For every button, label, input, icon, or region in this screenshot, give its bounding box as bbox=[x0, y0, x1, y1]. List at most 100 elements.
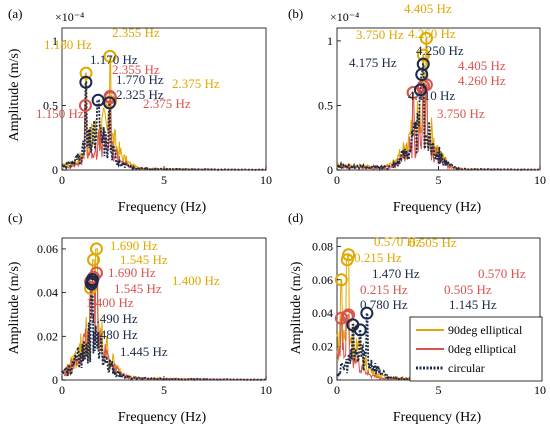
y-tick-label: 0.5 bbox=[318, 98, 333, 112]
panel-label: (b) bbox=[288, 6, 303, 21]
peak-marker-navy bbox=[360, 306, 374, 320]
peak-annotation: 2.355 Hz bbox=[112, 25, 160, 40]
series-line-navy bbox=[336, 63, 541, 172]
peak-marker-navy bbox=[91, 93, 105, 107]
y-tick-label: 0.08 bbox=[312, 239, 333, 253]
x-tick-label: 10 bbox=[534, 383, 546, 397]
peak-annotation: 1.690 Hz bbox=[108, 265, 156, 280]
series-line-navy bbox=[61, 278, 266, 381]
panel-a: (a) ×10⁻⁴ Amplitude (m/s) Frequency (Hz)… bbox=[7, 6, 272, 215]
peak-marker-orange bbox=[416, 48, 430, 62]
peak-annotation: 2.375 Hz bbox=[172, 76, 220, 91]
peak-annotation: 4.260 Hz bbox=[408, 26, 456, 41]
y-tick-label: 0.02 bbox=[312, 340, 333, 354]
peak-marker-red bbox=[103, 91, 117, 105]
peak-annotation: 1.545 Hz bbox=[114, 281, 162, 296]
x-tick-label: 10 bbox=[260, 383, 272, 397]
peak-annotation: 1.180 Hz bbox=[44, 37, 92, 52]
y-tick-label: 0.5 bbox=[43, 98, 58, 112]
series-line-orange bbox=[61, 55, 267, 171]
y-tick-label: 0 bbox=[327, 163, 333, 177]
legend-entry: 90deg elliptical bbox=[448, 323, 523, 337]
y-tick-label: 0.04 bbox=[37, 286, 58, 300]
peak-annotation: 2.325 Hz bbox=[116, 87, 164, 102]
peak-marker-navy bbox=[415, 67, 429, 81]
y-tick-label: 0 bbox=[52, 163, 58, 177]
peak-annotation: 1.400 Hz bbox=[172, 273, 220, 288]
peak-annotation: 0.505 Hz bbox=[444, 282, 492, 297]
peak-marker-navy bbox=[353, 323, 367, 337]
peak-marker-red bbox=[334, 311, 348, 325]
peak-annotation: 4.250 Hz bbox=[416, 43, 464, 58]
peak-marker-red bbox=[78, 98, 92, 112]
y-axis-label: Amplitude (m/s) bbox=[7, 261, 22, 354]
peak-annotation: 4.260 Hz bbox=[458, 73, 506, 88]
peak-marker-orange bbox=[87, 253, 101, 267]
y-tick-label: 1 bbox=[52, 34, 58, 48]
peak-annotation: 0.215 Hz bbox=[354, 250, 402, 265]
x-tick-label: 0 bbox=[59, 383, 65, 397]
x-tick-label: 0 bbox=[334, 173, 340, 187]
peak-marker-orange bbox=[79, 66, 93, 80]
x-axis-label: Frequency (Hz) bbox=[118, 410, 207, 425]
y-tick-label: 1 bbox=[327, 34, 333, 48]
peak-marker-orange bbox=[419, 31, 433, 45]
series-line-navy bbox=[61, 81, 266, 172]
peak-marker-orange bbox=[334, 273, 348, 287]
y-tick-label: 0.02 bbox=[37, 329, 58, 343]
y-exponent: ×10⁻⁴ bbox=[55, 10, 84, 24]
peak-marker-navy bbox=[79, 75, 93, 89]
peak-annotation: 3.750 Hz bbox=[356, 27, 404, 42]
panel-label: (a) bbox=[8, 6, 22, 21]
peak-marker-navy bbox=[84, 277, 98, 291]
y-tick-label: 0 bbox=[52, 373, 58, 387]
peak-annotation: 1.770 Hz bbox=[116, 72, 164, 87]
peak-marker-navy bbox=[102, 96, 116, 110]
peak-marker-orange bbox=[340, 253, 354, 267]
x-tick-label: 5 bbox=[161, 173, 167, 187]
peak-annotation: 0.570 Hz bbox=[374, 234, 422, 249]
peak-annotation: 1.445 Hz bbox=[120, 344, 168, 359]
x-tick-label: 0 bbox=[334, 383, 340, 397]
x-axis-label: Frequency (Hz) bbox=[393, 200, 482, 215]
peak-annotation: 1.545 Hz bbox=[120, 252, 168, 267]
x-tick-label: 5 bbox=[436, 173, 442, 187]
peak-annotation: 4.110 Hz bbox=[408, 88, 455, 103]
y-axis-label: Amplitude (m/s) bbox=[289, 261, 304, 354]
y-exponent: ×10⁻⁴ bbox=[330, 10, 359, 24]
peak-annotation: 2.355 Hz bbox=[112, 62, 160, 77]
x-tick-label: 5 bbox=[161, 383, 167, 397]
peak-annotation: 0.505 Hz bbox=[409, 235, 457, 250]
peak-annotation: 1.150 Hz bbox=[36, 106, 84, 121]
peak-annotation: 1.170 Hz bbox=[90, 52, 138, 67]
peak-annotation: 0.570 Hz bbox=[478, 266, 526, 281]
peak-marker-orange bbox=[342, 248, 356, 262]
x-tick-label: 0 bbox=[59, 173, 65, 187]
y-tick-label: 0.06 bbox=[37, 242, 58, 256]
x-tick-label: 10 bbox=[260, 173, 272, 187]
y-tick-label: 0.06 bbox=[312, 273, 333, 287]
x-tick-label: 10 bbox=[534, 173, 546, 187]
y-tick-label: 0 bbox=[327, 373, 333, 387]
peak-marker-navy bbox=[413, 83, 427, 97]
x-axis-label: Frequency (Hz) bbox=[118, 200, 207, 215]
peak-annotation: 1.470 Hz bbox=[372, 266, 420, 281]
peak-annotation: 4.405 Hz bbox=[458, 58, 506, 73]
x-tick-label: 5 bbox=[436, 383, 442, 397]
peak-marker-red bbox=[406, 86, 420, 100]
legend-entry: 0deg elliptical bbox=[448, 342, 517, 356]
legend-entry: circular bbox=[448, 361, 485, 375]
peak-marker-orange bbox=[103, 49, 117, 63]
peak-annotation: 4.405 Hz bbox=[404, 1, 452, 16]
peak-annotation: 1.400 Hz bbox=[86, 295, 134, 310]
y-tick-label: 0.04 bbox=[312, 306, 333, 320]
legend: 90deg elliptical 0deg elliptical circula… bbox=[409, 316, 543, 382]
peak-annotation: 1.490 Hz bbox=[90, 311, 138, 326]
panel-b: (b) ×10⁻⁴ Frequency (Hz) 0 5 10 0 0.5 1 4.405 … bbox=[288, 1, 546, 215]
peak-annotation: 0.215 Hz bbox=[360, 282, 408, 297]
peak-annotation: 4.175 Hz bbox=[349, 55, 397, 70]
panel-c: (c) Amplitude (m/s) Frequency (Hz) 0 5 10 0… bbox=[7, 210, 272, 425]
peak-annotation: 0.780 Hz bbox=[360, 297, 408, 312]
peak-annotation: 1.480 Hz bbox=[90, 327, 138, 342]
